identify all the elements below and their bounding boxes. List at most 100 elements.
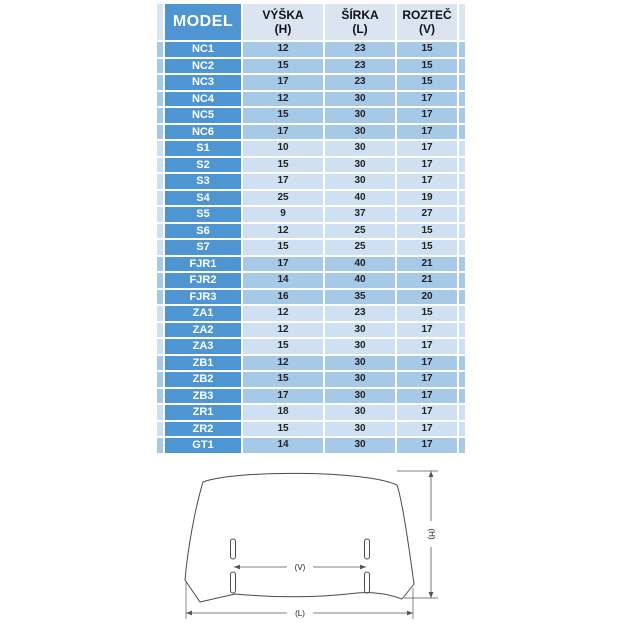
value-v: 15 (397, 240, 457, 255)
value-v: 15 (397, 58, 457, 73)
value-l: 40 (325, 273, 395, 288)
row-spacer-left (157, 355, 163, 370)
value-v: 17 (397, 174, 457, 189)
value-h: 16 (243, 289, 323, 304)
row-spacer-left (157, 438, 163, 453)
value-h: 14 (243, 273, 323, 288)
row-spacer-right (459, 322, 465, 337)
header-roztec-unit: (V) (419, 22, 435, 36)
model-cell: ZB1 (165, 355, 241, 370)
row-spacer-right (459, 273, 465, 288)
row-spacer-right (459, 75, 465, 90)
table-row: ZB3 17 30 17 (157, 388, 465, 403)
table-row: ZR1 18 30 17 (157, 405, 465, 420)
row-spacer-left (157, 322, 163, 337)
model-cell: ZA2 (165, 322, 241, 337)
dimension-h-label-bg (425, 521, 437, 547)
value-h: 17 (243, 256, 323, 271)
table-body: NC1 12 23 15 NC2 15 23 15 NC3 17 23 15 NC4 12 30 17 NC5 1… (157, 42, 465, 453)
table-row: ZR2 15 30 17 (157, 421, 465, 436)
value-l: 35 (325, 289, 395, 304)
table-row: NC2 15 23 15 (157, 58, 465, 73)
model-cell: S4 (165, 190, 241, 205)
table-row: NC5 15 30 17 (157, 108, 465, 123)
table-row: NC1 12 23 15 (157, 42, 465, 57)
row-spacer-left (157, 405, 163, 420)
value-l: 30 (325, 124, 395, 139)
dimension-h-label: (H) (427, 528, 436, 539)
value-v: 17 (397, 141, 457, 156)
row-spacer-left (157, 207, 163, 222)
value-v: 15 (397, 223, 457, 238)
value-h: 15 (243, 372, 323, 387)
value-l: 30 (325, 438, 395, 453)
value-h: 15 (243, 339, 323, 354)
value-h: 12 (243, 306, 323, 321)
value-l: 25 (325, 223, 395, 238)
model-cell: NC5 (165, 108, 241, 123)
value-l: 40 (325, 190, 395, 205)
value-h: 12 (243, 42, 323, 57)
row-spacer-left (157, 190, 163, 205)
row-spacer-left (157, 421, 163, 436)
model-cell: S6 (165, 223, 241, 238)
row-spacer-right (459, 91, 465, 106)
row-spacer-right (459, 124, 465, 139)
value-l: 30 (325, 108, 395, 123)
value-v: 17 (397, 438, 457, 453)
table-row: FJR1 17 40 21 (157, 256, 465, 271)
table-row: FJR2 14 40 21 (157, 273, 465, 288)
row-spacer-left (157, 124, 163, 139)
value-h: 18 (243, 405, 323, 420)
row-spacer-right (459, 388, 465, 403)
value-h: 12 (243, 322, 323, 337)
value-h: 15 (243, 58, 323, 73)
value-l: 30 (325, 174, 395, 189)
value-v: 15 (397, 42, 457, 57)
row-spacer-right (459, 174, 465, 189)
table-row: ZA3 15 30 17 (157, 339, 465, 354)
header-spacer-right (459, 4, 465, 40)
header-sirka-unit: (L) (352, 22, 368, 36)
model-cell: S7 (165, 240, 241, 255)
model-cell: S2 (165, 157, 241, 172)
dimension-l-label: (L) (295, 609, 305, 618)
value-v: 17 (397, 421, 457, 436)
model-cell: NC3 (165, 75, 241, 90)
value-h: 14 (243, 438, 323, 453)
row-spacer-right (459, 438, 465, 453)
model-cell: NC2 (165, 58, 241, 73)
row-spacer-right (459, 207, 465, 222)
model-cell: ZA1 (165, 306, 241, 321)
row-spacer-right (459, 108, 465, 123)
header-roztec-label: ROZTEČ (402, 8, 452, 22)
table-row: NC4 12 30 17 (157, 91, 465, 106)
row-spacer-right (459, 190, 465, 205)
table-row: NC3 17 23 15 (157, 75, 465, 90)
row-spacer-right (459, 58, 465, 73)
table-row: NC6 17 30 17 (157, 124, 465, 139)
value-v: 17 (397, 91, 457, 106)
model-cell: ZR2 (165, 421, 241, 436)
mount-slot-left-top (230, 538, 236, 560)
model-cell: S3 (165, 174, 241, 189)
value-l: 23 (325, 58, 395, 73)
row-spacer-right (459, 157, 465, 172)
value-v: 27 (397, 207, 457, 222)
value-v: 17 (397, 388, 457, 403)
value-h: 10 (243, 141, 323, 156)
value-v: 17 (397, 108, 457, 123)
table-row: S6 12 25 15 (157, 223, 465, 238)
model-cell: ZR1 (165, 405, 241, 420)
value-l: 30 (325, 421, 395, 436)
windshield-outline (184, 472, 415, 603)
mount-slot-right-top (364, 538, 370, 560)
value-l: 30 (325, 388, 395, 403)
header-vyska: VÝŠKA (H) (243, 4, 323, 40)
table-row: S2 15 30 17 (157, 157, 465, 172)
row-spacer-left (157, 388, 163, 403)
value-l: 30 (325, 355, 395, 370)
row-spacer-left (157, 157, 163, 172)
row-spacer-left (157, 240, 163, 255)
model-cell: ZB3 (165, 388, 241, 403)
